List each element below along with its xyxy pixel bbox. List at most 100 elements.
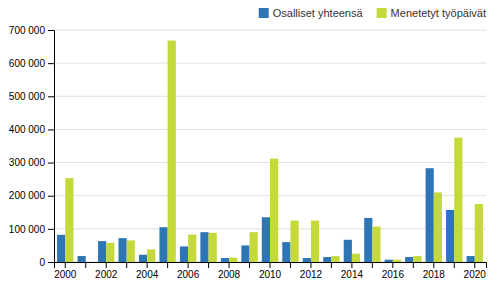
y-tick: 0 (39, 257, 54, 268)
y-tick-label: 300 000 (9, 157, 46, 168)
y-tick: 400 000 (9, 124, 54, 135)
bar (426, 168, 434, 262)
bar (229, 258, 237, 262)
bar (282, 242, 290, 262)
bar (344, 240, 352, 262)
grid-line (54, 129, 486, 130)
bar (323, 257, 331, 262)
bar (413, 256, 421, 262)
y-tick: 300 000 (9, 157, 54, 168)
x-tick-mark (433, 262, 434, 268)
y-axis: 0 100 000 200 000 300 000 400 000 500 000 600 … (9, 25, 55, 268)
x-tick-label: 2000 (54, 269, 77, 280)
y-tick-label: 600 000 (9, 58, 46, 69)
x-tick-mark (331, 262, 332, 268)
x-tick-label: 2016 (382, 269, 405, 280)
x-tick-mark (147, 262, 148, 268)
x-tick (290, 262, 291, 268)
x-tick (413, 262, 414, 268)
x-tick-mark (188, 262, 189, 268)
x-tick-mark (270, 262, 271, 268)
x-tick (208, 262, 209, 268)
x-tick-label: 2018 (423, 269, 446, 280)
x-tick-mark (208, 262, 209, 268)
bar (86, 262, 94, 263)
bar (57, 235, 65, 262)
y-tick-mark (48, 262, 54, 263)
y-tick-label: 700 000 (9, 25, 46, 36)
y-tick-mark (48, 163, 54, 164)
legend-label: Osalliset yhteensä (273, 7, 364, 19)
bar (262, 217, 270, 262)
x-tick-mark (392, 262, 393, 268)
grid-line (54, 63, 486, 64)
x-tick: 2012 (300, 262, 323, 280)
x-tick (249, 262, 250, 268)
x-tick-label: 2008 (218, 269, 241, 280)
bar (118, 238, 126, 262)
x-tick: 2008 (218, 262, 241, 280)
bar (168, 41, 176, 262)
bar (221, 258, 229, 262)
legend-swatch (377, 8, 387, 18)
bar (270, 159, 278, 262)
y-axis-line (48, 31, 55, 263)
x-axis: 2000 2002 2004 2006 2008 2010 2012 2014 2016 2018… (54, 262, 486, 280)
bar (446, 210, 454, 262)
x-tick-label: 2002 (95, 269, 118, 280)
y-tick-mark (48, 196, 54, 197)
legend-label: Menetetyt työpäivät (391, 7, 486, 19)
y-tick: 100 000 (9, 224, 54, 235)
chart-container: 2000 2002 2004 2006 2008 2010 2012 2014 2016 2018… (0, 0, 500, 286)
bar-series (65, 41, 483, 262)
bar (241, 245, 249, 262)
x-tick-mark (310, 262, 311, 268)
x-tick: 2018 (423, 262, 446, 280)
grid (54, 30, 486, 262)
x-tick-mark (126, 262, 127, 268)
x-tick (167, 262, 168, 268)
bar (78, 256, 86, 262)
x-tick-mark (106, 262, 107, 268)
x-tick (126, 262, 127, 268)
legend-swatch (259, 8, 269, 18)
bars (57, 41, 483, 262)
y-tick: 200 000 (9, 190, 54, 201)
bar (250, 232, 258, 262)
x-tick: 2010 (259, 262, 282, 280)
y-tick: 500 000 (9, 91, 54, 102)
bar (209, 233, 217, 262)
bar (65, 178, 73, 262)
x-tick-label: 2020 (464, 269, 487, 280)
bar (311, 221, 319, 262)
bar (98, 241, 106, 262)
x-tick: 2014 (341, 262, 364, 280)
x-tick: 2000 (54, 262, 77, 280)
x-tick-label: 2010 (259, 269, 282, 280)
plot-area: 2000 2002 2004 2006 2008 2010 2012 2014 2016 2018… (9, 25, 487, 280)
y-tick-mark (48, 96, 54, 97)
y-tick-label: 100 000 (9, 224, 46, 235)
legend-item: Osalliset yhteensä (259, 7, 364, 19)
x-tick-label: 2012 (300, 269, 323, 280)
x-tick-mark (413, 262, 414, 268)
bar (188, 234, 196, 262)
bar (405, 257, 413, 262)
x-tick-mark (372, 262, 373, 268)
bar (147, 249, 155, 262)
bar (139, 255, 147, 262)
y-tick-mark (48, 229, 54, 230)
bar (372, 227, 380, 262)
x-tick (454, 262, 455, 268)
bar (106, 243, 114, 262)
x-tick: 2016 (382, 262, 405, 280)
y-tick-label: 500 000 (9, 91, 46, 102)
bar (475, 204, 483, 262)
y-tick-label: 0 (39, 257, 45, 268)
x-tick-mark (85, 262, 86, 268)
x-tick-mark (454, 262, 455, 268)
x-tick: 2002 (95, 262, 118, 280)
x-tick: 2006 (177, 262, 200, 280)
x-tick: 2004 (136, 262, 159, 280)
legend: Osalliset yhteensä Menetetyt työpäivät (259, 7, 486, 19)
